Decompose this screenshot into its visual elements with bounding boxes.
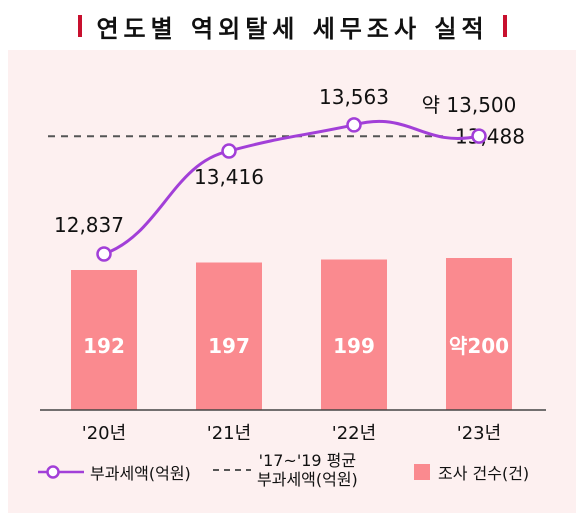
bars-layer: 192 197 199 약200 [71,258,512,410]
bar-value-label: 199 [333,334,375,358]
title-area: 연도별 역외탈세 세무조사 실적 [0,6,585,46]
series-line [103,119,480,256]
category-label: '21년 [207,423,251,444]
bar-value-label: 197 [208,334,250,358]
legend-reference-marker [213,469,251,471]
bar-value-label: 약200 [449,334,509,358]
legend-bar-swatch [414,464,430,480]
legend-item-reference: '17~'19 평균 부과세액(억원) [213,451,358,489]
line-value-label: 13,416 [194,165,264,189]
legend-item-bar: 조사 건수(건) [414,460,529,484]
legend-reference-label-1: '17~'19 평균 [258,451,357,470]
line-point [221,143,237,159]
bar-value-label: 192 [83,334,125,358]
category-label: '23년 [457,423,501,444]
line-value-label: 약 13,500 [422,93,517,117]
category-label: '22년 [332,423,376,444]
title-bar-right [502,15,507,37]
line-value-label: 13,563 [319,85,389,109]
bar [71,270,137,410]
bar [446,258,512,410]
legend: 부과세액(억원) '17~'19 평균 부과세액(억원) 조사 건수(건) [8,448,576,506]
legend-line-marker [38,465,84,479]
line-point [471,128,487,144]
legend-line-label: 부과세액(억원) [90,464,191,483]
line-point [346,117,362,133]
title-bar-left [78,15,83,37]
bar [321,259,387,410]
legend-item-line: 부과세액(억원) [38,460,191,484]
legend-reference-text: '17~'19 평균 부과세액(억원) [257,451,358,489]
bar [196,262,262,410]
category-label: '20년 [82,423,126,444]
line-value-label: 12,837 [54,213,124,237]
reference-value-label: 13,488 [455,124,525,148]
chart-title: 연도별 역외탈세 세무조사 실적 [96,14,489,43]
line-layer: 12,837 13,416 13,563 약 13,500 [54,85,517,262]
legend-bar-label: 조사 건수(건) [438,464,530,483]
line-point [96,246,112,262]
legend-reference-label-2: 부과세액(억원) [257,470,358,489]
category-labels: '20년 '21년 '22년 '23년 [82,423,501,444]
